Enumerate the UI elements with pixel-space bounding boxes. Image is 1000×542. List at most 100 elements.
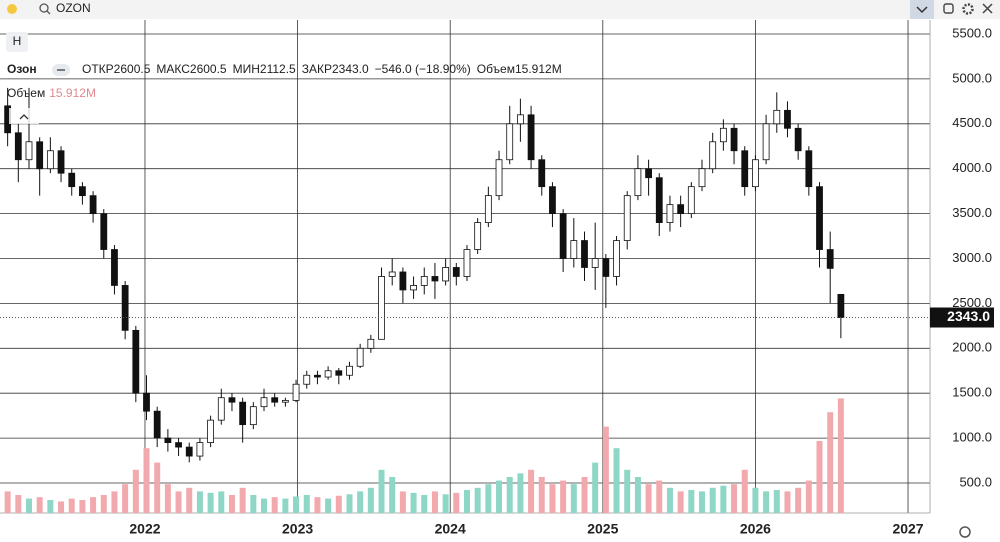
- x-tick-label: 2024: [435, 521, 466, 537]
- volume-bar: [250, 495, 257, 513]
- volume-bar: [431, 491, 438, 513]
- collapse-icon: [19, 114, 29, 120]
- volume-bar: [795, 487, 802, 513]
- candle-body: [36, 141, 44, 170]
- candle-body: [613, 240, 620, 277]
- volume-bar: [111, 491, 118, 513]
- volume-bar: [68, 498, 75, 513]
- legend-label: МАКС: [156, 62, 190, 76]
- search-field[interactable]: OZON: [56, 1, 91, 15]
- candle-body: [388, 271, 396, 277]
- volume-bar: [741, 469, 748, 513]
- volume-bar: [36, 497, 43, 513]
- y-tick-label: 2500.0: [952, 295, 992, 310]
- candle-body: [570, 240, 578, 259]
- chart-settings-button[interactable]: [959, 526, 971, 538]
- volume-bar: [496, 480, 503, 513]
- maximize-button[interactable]: [943, 3, 954, 14]
- volume-bar: [357, 491, 364, 513]
- candle-body: [399, 271, 407, 291]
- collapse-button[interactable]: [9, 108, 39, 124]
- volume-legend: Объем 15.912M: [7, 86, 96, 100]
- candle-body: [442, 267, 450, 282]
- candle-body: [281, 399, 289, 403]
- volume-bar: [378, 469, 385, 513]
- volume-bar: [228, 495, 235, 513]
- volume-bar: [186, 487, 193, 513]
- volume-bar: [602, 426, 609, 513]
- candle-body: [452, 267, 460, 277]
- y-tick-label: 4500.0: [952, 115, 992, 130]
- candle-body: [217, 397, 225, 421]
- candle-body: [549, 186, 556, 215]
- candle-body: [249, 406, 257, 426]
- volume-bar: [634, 477, 641, 513]
- volume-bar: [752, 487, 759, 513]
- candle-body: [324, 370, 332, 378]
- volume-bar: [517, 473, 524, 513]
- candle-body: [784, 109, 791, 129]
- x-tick-label: 2025: [587, 521, 618, 537]
- candle-body: [111, 249, 118, 286]
- volume-bar: [47, 500, 54, 513]
- ohlc-legend: ОТКР2600.5 МАКС2600.5 МИН2112.5 ЗАКР2343.0−…: [82, 62, 562, 76]
- volume-bar: [453, 492, 460, 513]
- toolbar: [0, 0, 1000, 19]
- search-icon-handle: [46, 10, 51, 15]
- legend-change: −546.0 (−18.90%): [375, 62, 471, 76]
- candle-body: [623, 195, 631, 241]
- candle-body: [559, 213, 567, 259]
- volume-bar: [560, 480, 567, 513]
- candle-body: [185, 446, 193, 457]
- volume-bar: [346, 494, 353, 513]
- volume-bar: [399, 491, 406, 513]
- candle-body: [420, 276, 428, 286]
- volume-bar: [581, 477, 588, 513]
- chevron-icon: [916, 6, 928, 14]
- candle-body: [495, 159, 503, 197]
- volume-bar: [79, 500, 86, 513]
- volume-bar: [463, 489, 470, 513]
- candle-body: [79, 186, 86, 197]
- volume-bar: [699, 491, 706, 513]
- candle-body: [719, 127, 727, 143]
- volume-bar: [827, 412, 834, 513]
- h-button[interactable]: [6, 32, 28, 52]
- volume-bar: [763, 491, 770, 513]
- volume-bar: [837, 398, 844, 513]
- volume-bar: [164, 484, 171, 513]
- candle-body: [634, 168, 642, 197]
- volume-bar: [613, 448, 620, 513]
- settings-button[interactable]: [962, 3, 974, 15]
- close-button[interactable]: [982, 3, 993, 14]
- candle-body: [367, 338, 375, 349]
- volume-bar: [528, 469, 535, 513]
- legend-label: Объем: [477, 62, 515, 76]
- dropdown-button[interactable]: [910, 0, 934, 19]
- volume-bar: [442, 494, 449, 513]
- volume-bar: [816, 441, 823, 513]
- volume-bar: [731, 484, 738, 513]
- legend-label: ЗАКР: [302, 62, 332, 76]
- volume-bar: [122, 484, 129, 513]
- volume-legend-value: 15.912M: [49, 86, 96, 100]
- legend-value: 2600.5: [114, 62, 151, 76]
- volume-bar: [261, 498, 268, 513]
- candle-body: [410, 285, 417, 291]
- search-icon[interactable]: [39, 3, 49, 13]
- y-tick-label: 2000.0: [952, 340, 992, 355]
- y-tick-label: 500.0: [959, 474, 992, 489]
- candle-body: [591, 258, 599, 268]
- y-tick-label: 1000.0: [952, 430, 992, 445]
- candle-body: [228, 397, 236, 403]
- volume-bar: [143, 448, 150, 513]
- candle-body: [826, 249, 834, 269]
- volume-bar: [335, 495, 342, 513]
- candle-body: [538, 159, 546, 188]
- candle-body: [484, 195, 492, 223]
- candle-body: [14, 132, 22, 161]
- volume-bar: [314, 497, 321, 513]
- candle-body: [794, 127, 802, 152]
- candle-body: [292, 383, 300, 401]
- x-tick-label: 2022: [129, 521, 160, 537]
